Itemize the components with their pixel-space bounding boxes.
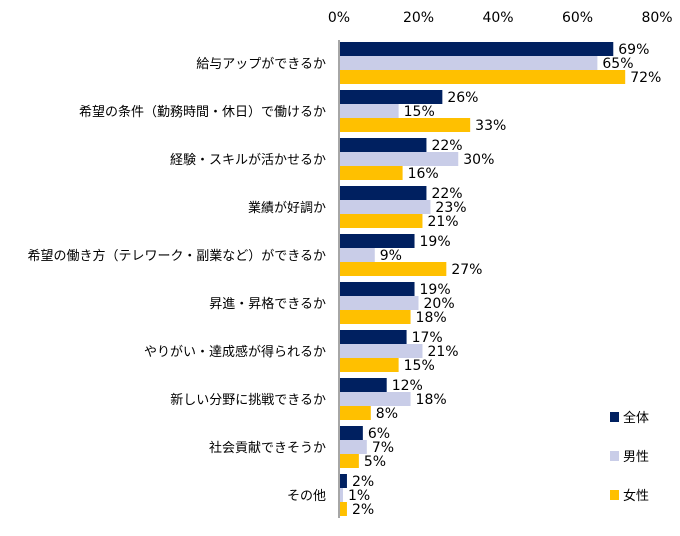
data-label: 72% (630, 70, 661, 86)
bar-female (339, 406, 371, 420)
data-label: 23% (435, 200, 466, 216)
data-label: 6% (368, 426, 390, 442)
data-label: 18% (416, 310, 447, 326)
data-label: 18% (416, 392, 447, 408)
data-label: 22% (431, 138, 462, 154)
x-tick-label: 60% (562, 10, 593, 26)
bar-all (339, 282, 415, 296)
data-label: 2% (352, 502, 374, 518)
data-label: 9% (380, 248, 402, 264)
category-label: 社会貢献できそうか (209, 440, 326, 456)
category-label: 業績が好調か (248, 200, 326, 216)
legend-label: 全体 (623, 410, 649, 426)
data-label: 15% (404, 104, 435, 120)
category-label: 希望の条件（勤務時間・休日）で働けるか (79, 104, 326, 120)
data-label: 16% (408, 166, 439, 182)
legend-swatch (610, 451, 619, 461)
data-label: 33% (475, 118, 506, 134)
category-label: 経験・スキルが活かせるか (170, 153, 326, 168)
legend-swatch (610, 412, 619, 422)
bar-male (339, 344, 423, 358)
data-label: 26% (447, 90, 478, 106)
x-tick-label: 0% (328, 10, 350, 26)
data-label: 8% (376, 406, 398, 422)
data-label: 12% (392, 378, 423, 394)
legend-label: 女性 (623, 488, 649, 504)
category-label: 給与アップができるか (196, 57, 326, 72)
data-label: 19% (420, 282, 451, 298)
data-label: 7% (372, 440, 394, 456)
legend-swatch (610, 490, 619, 500)
data-label: 5% (364, 454, 386, 470)
bar-male (339, 104, 399, 118)
data-label: 21% (427, 344, 458, 360)
bar-female (339, 310, 411, 324)
x-tick-label: 20% (403, 10, 434, 26)
bar-all (339, 378, 387, 392)
legend-label: 男性 (623, 450, 649, 465)
bar-male (339, 248, 375, 262)
data-label: 30% (463, 152, 494, 168)
x-tick-label: 80% (641, 10, 672, 26)
bar-all (339, 474, 347, 488)
category-label: やりがい・達成感が得られるか (144, 344, 326, 360)
data-label: 1% (348, 488, 370, 504)
data-label: 20% (424, 296, 455, 312)
bar-female (339, 166, 403, 180)
bar-female (339, 118, 471, 132)
bar-all (339, 90, 443, 104)
bar-female (339, 454, 359, 468)
data-label: 17% (412, 330, 443, 346)
data-label: 2% (352, 474, 374, 490)
bar-male (339, 56, 598, 70)
category-label: 希望の働き方（テレワーク・副業など）ができるか (28, 248, 326, 264)
category-label: 新しい分野に挑戦できるか (170, 392, 326, 408)
bar-male (339, 152, 459, 166)
bar-male (339, 488, 343, 502)
data-label: 15% (404, 358, 435, 374)
data-label: 27% (451, 262, 482, 278)
category-labels: 給与アップができるか希望の条件（勤務時間・休日）で働けるか経験・スキルが活かせる… (28, 57, 326, 504)
data-label: 65% (602, 56, 633, 72)
bar-male (339, 440, 367, 454)
data-label: 69% (618, 42, 649, 58)
data-label: 19% (420, 234, 451, 250)
bar-all (339, 330, 407, 344)
bar-male (339, 296, 419, 310)
bars: 69%65%72%26%15%33%22%30%16%22%23%21%19%9… (339, 42, 661, 518)
bar-all (339, 42, 614, 56)
bar-male (339, 392, 411, 406)
bar-female (339, 70, 626, 84)
x-axis-ticks: 0% 20% 40% 60% 80% (328, 10, 673, 26)
bar-female (339, 502, 347, 516)
bar-female (339, 358, 399, 372)
bar-female (339, 214, 423, 228)
bar-all (339, 186, 427, 200)
data-label: 21% (427, 214, 458, 230)
data-label: 22% (431, 186, 462, 202)
bar-all (339, 138, 427, 152)
x-tick-label: 40% (482, 10, 513, 26)
bar-male (339, 200, 431, 214)
category-label: その他 (287, 489, 326, 504)
category-label: 昇進・昇格できるか (209, 296, 326, 312)
bar-all (339, 234, 415, 248)
bar-all (339, 426, 363, 440)
bar-female (339, 262, 447, 276)
